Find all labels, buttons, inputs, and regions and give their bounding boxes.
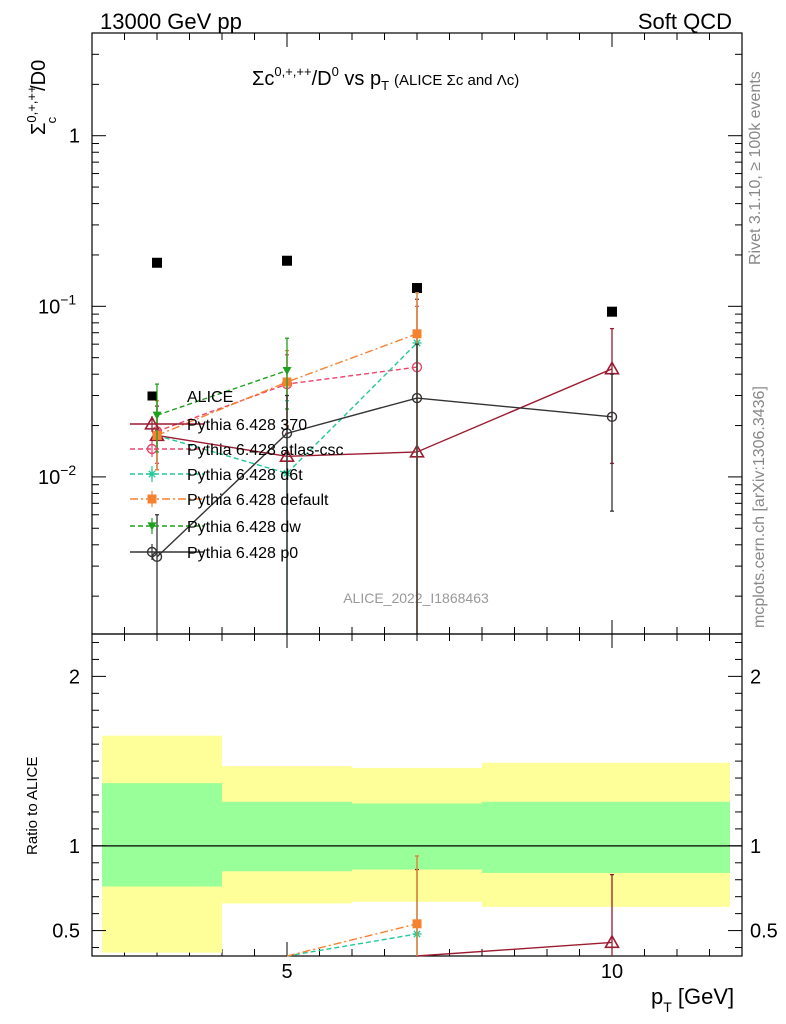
y-tick-label: 10−1 <box>38 291 76 318</box>
data-point <box>604 934 620 949</box>
y-tick-label: 2 <box>69 666 80 688</box>
y-tick-label-right: 0.5 <box>750 921 778 943</box>
data-point <box>152 411 162 420</box>
legend-label: Pythia 6.428 dw <box>187 519 301 536</box>
uncertainty-band-inner <box>482 801 730 873</box>
series-line <box>156 369 288 416</box>
series-line <box>416 941 613 957</box>
x-axis-label: pT [GeV] <box>651 984 734 1015</box>
rivet-version-label: Rivet 3.1.10, ≥ 100k events <box>747 71 764 265</box>
y-tick-label: 10−2 <box>38 462 76 489</box>
legend-entry: Pythia 6.428 370 <box>130 415 307 434</box>
legend-entry: Pythia 6.428 default <box>130 491 329 509</box>
series-pythia-6-428-default <box>286 855 422 957</box>
legend-label: Pythia 6.428 p0 <box>187 545 298 562</box>
y-tick-label-right: 2 <box>750 666 761 688</box>
legend-marker <box>144 415 160 430</box>
legend-label: Pythia 6.428 d6t <box>187 467 303 484</box>
series-line <box>286 923 418 957</box>
data-point <box>412 283 422 294</box>
data-point <box>411 392 423 404</box>
legend-entry: Pythia 6.428 dw <box>130 518 301 536</box>
collision-label: 13000 GeV pp <box>100 9 242 34</box>
data-point <box>412 919 422 929</box>
legend-label: Pythia 6.428 default <box>187 492 329 509</box>
legend-entry: Pythia 6.428 d6t <box>130 466 303 484</box>
series-line <box>156 368 613 458</box>
legend-label: Pythia 6.428 370 <box>187 417 307 434</box>
legend-marker <box>146 546 158 558</box>
series-line <box>286 933 418 957</box>
data-point <box>281 428 293 439</box>
legend-marker <box>148 470 156 478</box>
data-point <box>282 366 292 376</box>
data-point <box>152 257 162 268</box>
y-tick-label: 1 <box>69 836 80 858</box>
legend: ALICE Pythia 6.428 370 Pythia 6.428 atlas-… <box>130 389 344 562</box>
uncertainty-band-inner <box>222 801 352 872</box>
series-alice <box>152 255 617 317</box>
ratio-plot-panel: 5 10 0.5 0.5 1 1 2 2 <box>52 633 778 983</box>
category-label: Soft QCD <box>638 9 732 34</box>
legend-label: ALICE <box>187 389 233 406</box>
legend-entry: Pythia 6.428 p0 <box>130 544 298 562</box>
uncertainty-band-inner <box>102 783 222 887</box>
ratio-y-axis-label: Ratio to ALICE <box>24 757 41 855</box>
data-point <box>412 329 422 339</box>
plot-title: Σc0,+,++/D0 vs pT (ALICE Σc and Λc) <box>252 64 519 93</box>
y-tick-label: 1 <box>69 126 80 148</box>
data-point <box>607 306 617 317</box>
legend-marker <box>147 391 157 401</box>
legend-entry: Pythia 6.428 atlas-csc <box>130 441 344 459</box>
analysis-id-label: ALICE_2022_I1868463 <box>343 590 489 606</box>
legend-entry: ALICE <box>147 389 233 406</box>
series-pythia-6-428-p0 <box>151 343 618 634</box>
series-line <box>156 342 418 475</box>
legend-label: Pythia 6.428 atlas-csc <box>187 442 344 459</box>
x-tick-label: 10 <box>601 961 623 983</box>
legend-marker <box>146 443 158 455</box>
top-y-axis-label: Σ0,+,++ c/D0 <box>24 60 59 135</box>
data-point <box>282 255 292 266</box>
y-tick-label: 0.5 <box>52 921 80 943</box>
series-pythia-6-428-dw <box>152 337 292 453</box>
y-tick-label-right: 1 <box>750 836 761 858</box>
series-line <box>156 397 613 558</box>
x-tick-label: 5 <box>281 961 292 983</box>
mcplots-credit-label: mcplots.cern.ch [arXiv:1306.3436] <box>751 386 768 628</box>
legend-marker <box>147 522 157 531</box>
data-point <box>606 411 618 423</box>
main-plot-panel: 1 10−1 10−2 <box>38 32 743 956</box>
legend-marker <box>147 494 157 504</box>
